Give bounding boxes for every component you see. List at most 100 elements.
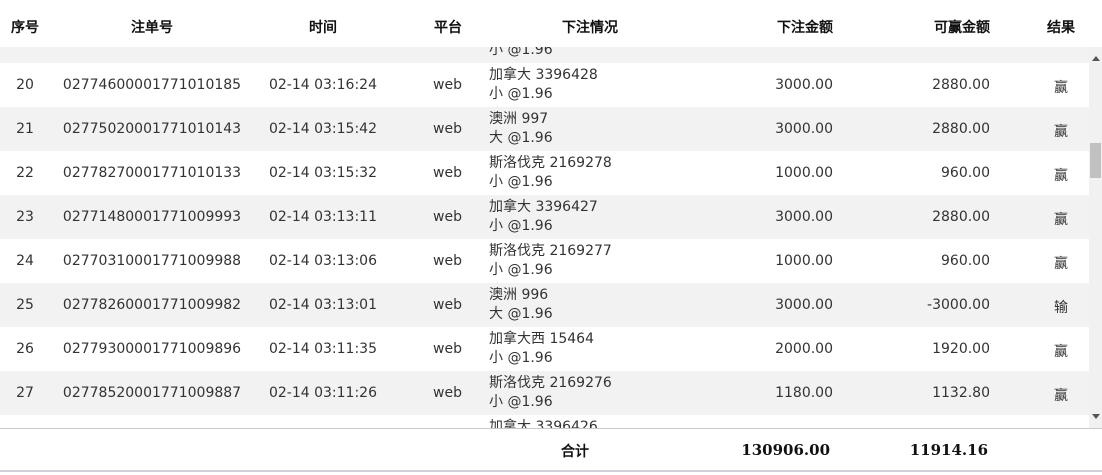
table-row: 27 02778520001771009887 02-14 03:11:26 web 1… [0, 371, 1090, 415]
header-result: 结果 [1047, 20, 1075, 36]
win-amount: 2880.00 [932, 209, 990, 225]
bet-amount: 3000.00 [775, 297, 833, 313]
bet-time: 02-14 03:15:32 [268, 165, 377, 181]
bet-id: 02775020001771010143 [62, 121, 242, 137]
bet-details: 小 @1.96 [489, 47, 709, 60]
table-row: 21 02775020001771010143 02-14 03:15:42 web 3… [0, 107, 1090, 151]
bet-amount: 2000.00 [775, 341, 833, 357]
bet-id: 02779300001771009896 [62, 341, 242, 357]
table-row: 加拿大 3396426 [0, 415, 1090, 428]
bet-time: 02-14 03:15:42 [268, 121, 377, 137]
header-bet-details: 下注情况 [562, 20, 618, 36]
bet-id: 02778270001771010133 [62, 165, 242, 181]
table-row: 23 02771480001771009993 02-14 03:13:11 web 3… [0, 195, 1090, 239]
bet-line2: 小 @1.96 [489, 394, 553, 410]
bet-details: 加拿大 3396428 小 @1.96 [489, 66, 709, 104]
table-row: 20 02774600001771010185 02-14 03:16:24 web 3… [0, 63, 1090, 107]
scrollbar[interactable] [1089, 47, 1102, 428]
bet-line2: 大 @1.96 [489, 306, 553, 322]
bet-time: 02-14 03:11:35 [268, 341, 377, 357]
bet-time: 02-14 03:13:06 [268, 253, 377, 269]
bet-amount: 3000.00 [775, 209, 833, 225]
platform: web [433, 253, 462, 269]
platform: web [433, 121, 462, 137]
header-platform: 平台 [434, 20, 462, 36]
bet-time: 02-14 03:13:11 [268, 209, 377, 225]
bet-time: 02-14 03:13:01 [268, 297, 377, 313]
header-win-amount: 可赢金额 [934, 20, 990, 36]
result: 赢 [1054, 168, 1068, 184]
bet-line2: 小 @1.96 [489, 86, 553, 102]
bet-line2: 小 @1.96 [489, 350, 553, 366]
table-row: 小 @1.96 [0, 47, 1090, 63]
bet-time: 02-14 03:16:24 [268, 77, 377, 93]
row-no: 25 [16, 297, 34, 313]
row-no: 21 [16, 121, 34, 137]
scroll-down-arrow-icon[interactable] [1092, 414, 1100, 419]
bet-amount: 3000.00 [775, 121, 833, 137]
bet-line1: 加拿大西 15464 [489, 331, 594, 347]
bet-details: 澳洲 997 大 @1.96 [489, 110, 709, 148]
bet-line1: 澳洲 996 [489, 287, 549, 303]
bet-line1: 斯洛伐克 2169277 [489, 243, 612, 259]
result: 赢 [1054, 212, 1068, 228]
table-row: 26 02779300001771009896 02-14 03:11:35 web 2… [0, 327, 1090, 371]
win-amount: 2880.00 [932, 121, 990, 137]
total-win-amount: 11914.16 [909, 441, 988, 459]
table-body: 小 @1.96 20 02774600001771010185 02-14 03:16… [0, 47, 1090, 428]
bet-details: 澳洲 996 大 @1.96 [489, 286, 709, 324]
bet-details: 斯洛伐克 2169277 小 @1.96 [489, 242, 709, 280]
bet-id: 02774600001771010185 [62, 77, 242, 93]
result: 赢 [1054, 124, 1068, 140]
header-no: 序号 [11, 20, 39, 36]
header-bet-id: 注单号 [131, 20, 173, 36]
total-bet-amount: 130906.00 [741, 441, 830, 459]
table-row: 24 02770310001771009988 02-14 03:13:06 web 1… [0, 239, 1090, 283]
platform: web [433, 209, 462, 225]
win-amount: 2880.00 [932, 77, 990, 93]
bet-details: 斯洛伐克 2169278 小 @1.96 [489, 154, 709, 192]
bet-details: 加拿大 3396427 小 @1.96 [489, 198, 709, 236]
win-amount: 1920.00 [932, 341, 990, 357]
bet-time: 02-14 03:11:26 [268, 385, 377, 401]
bet-line1: 加拿大 3396427 [489, 199, 598, 215]
row-no: 22 [16, 165, 34, 181]
table-row: 25 02778260001771009982 02-14 03:13:01 web 3… [0, 283, 1090, 327]
row-no: 20 [16, 77, 34, 93]
platform: web [433, 165, 462, 181]
bet-line2: 小 @1.96 [489, 262, 553, 278]
table-row: 22 02778270001771010133 02-14 03:15:32 web 1… [0, 151, 1090, 195]
result: 赢 [1054, 80, 1068, 96]
bet-amount: 3000.00 [775, 77, 833, 93]
bet-details: 加拿大西 15464 小 @1.96 [489, 330, 709, 368]
header-time: 时间 [309, 20, 337, 36]
bet-line2: 小 @1.96 [489, 218, 553, 234]
total-label: 合计 [561, 444, 589, 460]
scrollbar-thumb[interactable] [1090, 143, 1101, 178]
win-amount: 1132.80 [932, 385, 990, 401]
win-amount: 960.00 [941, 165, 990, 181]
row-no: 23 [16, 209, 34, 225]
result: 赢 [1054, 388, 1068, 404]
win-amount: 960.00 [941, 253, 990, 269]
bet-id: 02778520001771009887 [62, 385, 242, 401]
platform: web [433, 297, 462, 313]
win-amount: -3000.00 [927, 297, 990, 313]
bet-line2: 小 @1.96 [489, 47, 553, 58]
bet-line1: 澳洲 997 [489, 111, 549, 127]
bet-id: 02778260001771009982 [62, 297, 242, 313]
bet-details: 斯洛伐克 2169276 小 @1.96 [489, 374, 709, 412]
bet-amount: 1000.00 [775, 253, 833, 269]
scroll-up-arrow-icon[interactable] [1092, 56, 1100, 61]
bet-line1: 加拿大 3396428 [489, 67, 598, 83]
platform: web [433, 385, 462, 401]
table-footer-totals: 合计 130906.00 11914.16 [0, 428, 1102, 472]
header-bet-amount: 下注金额 [777, 20, 833, 36]
bet-id: 02771480001771009993 [62, 209, 242, 225]
bet-amount: 1180.00 [775, 385, 833, 401]
row-no: 27 [16, 385, 34, 401]
row-no: 24 [16, 253, 34, 269]
result: 输 [1054, 300, 1068, 316]
bet-line1: 斯洛伐克 2169276 [489, 375, 612, 391]
platform: web [433, 77, 462, 93]
